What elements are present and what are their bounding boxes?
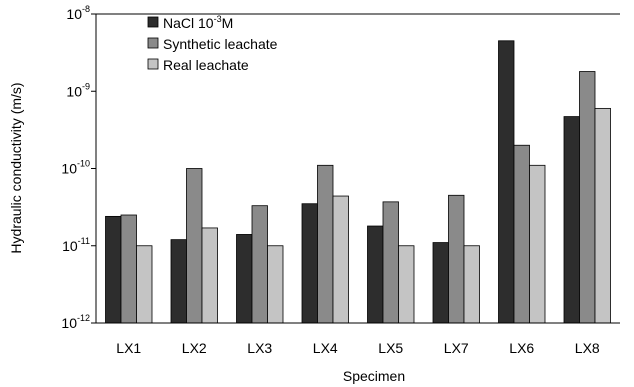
bar-lx6-series-1 xyxy=(498,40,515,324)
y-tick-label: 10-8 xyxy=(66,4,90,22)
bar-lx8-series-3 xyxy=(594,107,611,324)
bar-lx7-series-2 xyxy=(448,194,465,324)
bar-lx3-series-2 xyxy=(251,205,268,324)
bar-lx4-series-3 xyxy=(332,195,349,324)
legend: NaCl 10-3M Synthetic leachate Real leachat… xyxy=(147,14,278,73)
bar-lx5-series-1 xyxy=(367,225,384,324)
x-tick-label: LX1 xyxy=(116,340,141,356)
bar-lx2-series-1 xyxy=(170,239,187,324)
bar-lx2-series-2 xyxy=(186,168,203,324)
y-axis-title: Hydraulic conductivity (m/s) xyxy=(8,82,24,253)
x-tick-label: LX7 xyxy=(444,340,469,356)
y-tick-label: 10-11 xyxy=(62,236,90,254)
x-tick-label: LX6 xyxy=(509,340,534,356)
bar-lx1-series-2 xyxy=(120,214,137,324)
bar-lx8-series-1 xyxy=(563,116,580,324)
bar-lx3-series-1 xyxy=(236,234,253,324)
bar-lx2-series-3 xyxy=(201,227,218,324)
bar-lx6-series-3 xyxy=(529,164,546,324)
x-axis-title: Specimen xyxy=(343,368,405,384)
y-tick-label: 10-9 xyxy=(66,81,90,99)
bar-lx6-series-2 xyxy=(513,144,530,324)
bar-lx3-series-3 xyxy=(267,245,284,324)
legend-swatch xyxy=(147,37,159,49)
legend-swatch xyxy=(147,58,159,70)
bar-lx1-series-1 xyxy=(105,215,122,324)
bar-lx7-series-3 xyxy=(463,245,480,324)
x-axis: LX1 LX2 LX3 LX4 LX5 LX7 LX6 LX8 xyxy=(96,322,620,356)
x-tick-label: LX2 xyxy=(182,340,207,356)
legend-label: NaCl 10-3M xyxy=(163,14,233,31)
x-tick-label: LX3 xyxy=(247,340,272,356)
y-tick-label: 10-12 xyxy=(61,313,90,331)
legend-swatch xyxy=(147,16,159,28)
bar-lx1-series-3 xyxy=(136,245,153,324)
bar-lx5-series-3 xyxy=(398,245,415,324)
bar-lx7-series-1 xyxy=(432,242,449,324)
bar-lx8-series-2 xyxy=(579,71,596,324)
x-tick-label: LX4 xyxy=(313,340,338,356)
y-tick-label: 10-10 xyxy=(61,159,90,177)
x-tick-label: LX8 xyxy=(575,340,600,356)
legend-label: Real leachate xyxy=(163,57,249,73)
legend-label: Synthetic leachate xyxy=(163,36,278,52)
bar-lx4-series-1 xyxy=(301,203,318,324)
bar-lx5-series-2 xyxy=(382,201,399,324)
bar-series xyxy=(105,40,611,324)
y-axis: 10-8 10-9 10-10 10-11 10-12 xyxy=(61,4,96,331)
x-tick-label: LX5 xyxy=(378,340,403,356)
bar-lx4-series-2 xyxy=(317,164,334,324)
